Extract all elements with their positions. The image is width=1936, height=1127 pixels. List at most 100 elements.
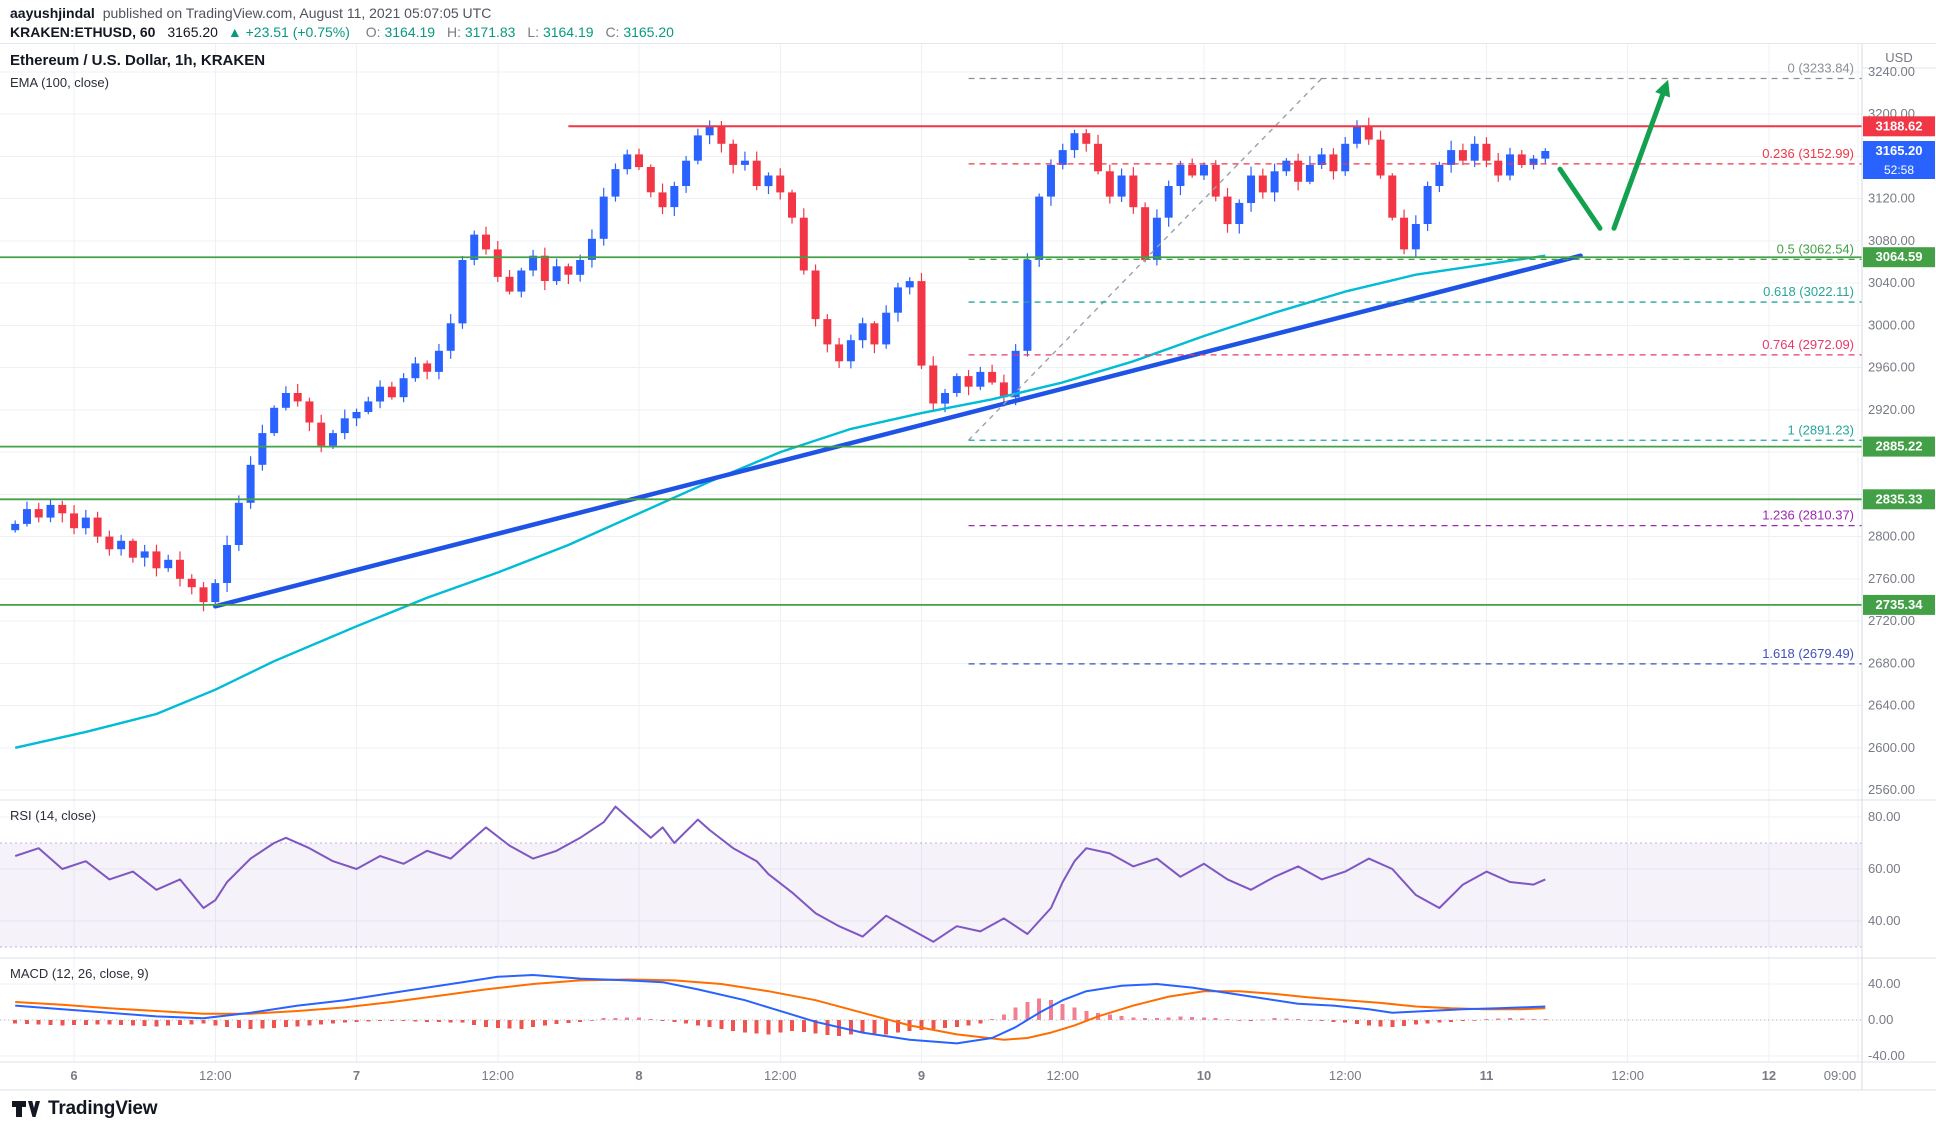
macd-histogram-bar <box>778 1020 783 1033</box>
low-value: 3164.19 <box>542 24 594 40</box>
macd-histogram-bar <box>154 1020 159 1027</box>
price-badge <box>1863 247 1935 268</box>
price-tick-label: 2680.00 <box>1868 655 1915 670</box>
author-name: aayushjindal <box>10 5 95 21</box>
candle-up <box>164 559 173 569</box>
candle-down <box>128 540 137 558</box>
macd-histogram-bar <box>1460 1020 1465 1021</box>
candle-up <box>211 583 220 603</box>
macd-histogram-bar <box>389 1020 394 1021</box>
macd-histogram-bar <box>860 1020 865 1033</box>
candle-down <box>658 192 667 208</box>
price-badge-label: 2735.34 <box>1876 597 1924 612</box>
rsi-tick-label: 40.00 <box>1868 913 1901 928</box>
macd-histogram-bar <box>413 1020 418 1022</box>
candle-up <box>693 135 702 161</box>
ema-line[interactable] <box>14 254 1546 749</box>
time-label: 6 <box>70 1068 77 1083</box>
candle-down <box>1223 196 1232 225</box>
price-scale[interactable]: 3240.003200.003160.003120.003080.003040.… <box>1863 64 1935 1063</box>
macd-pane[interactable] <box>0 958 1862 1062</box>
time-label: 12:00 <box>1329 1068 1362 1083</box>
candle-up <box>1411 224 1420 250</box>
arrow-drawing[interactable] <box>1557 79 1671 231</box>
candle-up <box>11 523 20 531</box>
candle-down <box>1258 175 1267 193</box>
macd-histogram-bar <box>1296 1019 1301 1021</box>
macd-histogram-bar <box>295 1020 300 1027</box>
trendline[interactable] <box>213 253 1583 609</box>
time-scale[interactable]: 6 12:00 7 12:00 8 12:00 9 12:00 10 12:00 11 12:00 12… <box>70 1068 1856 1083</box>
candle-up <box>223 545 232 583</box>
candle-up <box>364 401 373 412</box>
fib-level-label: 1.236 (2810.37) <box>1762 508 1854 523</box>
price-badge <box>1863 436 1935 457</box>
candle-up <box>976 371 985 387</box>
time-label: 9 <box>918 1068 925 1083</box>
price-tick-label: 3080.00 <box>1868 233 1915 248</box>
macd-histogram-bar <box>637 1017 641 1020</box>
candle-up <box>1035 196 1044 260</box>
macd-signal-line <box>15 978 1546 1041</box>
macd-histogram-bar <box>531 1020 536 1028</box>
macd-histogram-bar <box>919 1020 924 1030</box>
macd-histogram-bar <box>1190 1016 1195 1020</box>
macd-histogram-bar <box>872 1020 877 1034</box>
macd-histogram-bar <box>625 1017 630 1020</box>
candle-up <box>1070 133 1079 151</box>
macd-histogram-bar <box>1319 1020 1324 1021</box>
candle-up <box>1176 164 1185 186</box>
macd-histogram-bar <box>1025 1002 1030 1020</box>
macd-histogram-bar <box>1202 1017 1206 1020</box>
time-label: 12:00 <box>764 1068 797 1083</box>
rsi-pane[interactable] <box>0 800 1862 958</box>
fib-level-label: 1.618 (2679.49) <box>1762 646 1854 661</box>
candle-down <box>1329 154 1338 172</box>
candle-down <box>58 504 67 514</box>
fib-level-label: 0.764 (2972.09) <box>1762 337 1854 352</box>
macd-histogram-bar <box>731 1020 736 1031</box>
rsi-band <box>0 843 1862 947</box>
fib-retracement[interactable]: 0 (3233.84) 0.236 (3152.99) 0.5 (3062.54) 0… <box>968 61 1862 665</box>
macd-histogram-bar <box>742 1020 747 1033</box>
time-axis-bg[interactable] <box>0 1062 1862 1090</box>
macd-histogram-bar <box>801 1020 806 1033</box>
candle-up <box>399 378 408 398</box>
macd-histogram-bar <box>1249 1020 1253 1021</box>
macd-histogram-bar <box>660 1020 665 1021</box>
macd-histogram <box>13 998 1548 1037</box>
macd-line <box>15 974 1546 1045</box>
price-badge <box>1863 594 1935 615</box>
candle-up <box>1282 160 1291 172</box>
macd-histogram-bar <box>566 1020 571 1023</box>
macd-histogram-bar <box>1449 1020 1454 1022</box>
macd-histogram-bar <box>401 1020 406 1022</box>
candle-down <box>1517 154 1526 165</box>
macd-histogram-bar <box>813 1020 818 1034</box>
candle-up <box>352 412 361 419</box>
macd-histogram-bar <box>1213 1018 1218 1020</box>
candle-down <box>1364 126 1373 140</box>
candle-down <box>1400 217 1409 250</box>
macd-histogram-bar <box>201 1020 206 1024</box>
macd-histogram-bar <box>1166 1017 1171 1020</box>
symbol-name: KRAKEN:ETHUSD, 60 <box>10 24 156 40</box>
macd-histogram-bar <box>107 1020 112 1025</box>
macd-histogram-bar <box>954 1020 959 1028</box>
macd-histogram-bar <box>790 1020 794 1031</box>
tradingview-brand[interactable]: TradingView <box>48 1098 158 1119</box>
candle-up <box>281 393 290 408</box>
macd-histogram-bar <box>472 1020 477 1025</box>
price-tick-label: 2600.00 <box>1868 740 1915 755</box>
tradingview-logo-icon[interactable] <box>12 1097 40 1121</box>
macd-histogram-bar <box>166 1020 171 1026</box>
close-label: C: <box>605 24 620 40</box>
price-tick-label: 3040.00 <box>1868 275 1915 290</box>
candle-down <box>305 401 314 423</box>
rsi-line <box>14 805 1546 943</box>
candle-down <box>93 517 102 537</box>
price-axis-bg[interactable] <box>1862 44 1936 1090</box>
candle-down <box>317 422 326 446</box>
macd-histogram-bar <box>1496 1018 1501 1020</box>
